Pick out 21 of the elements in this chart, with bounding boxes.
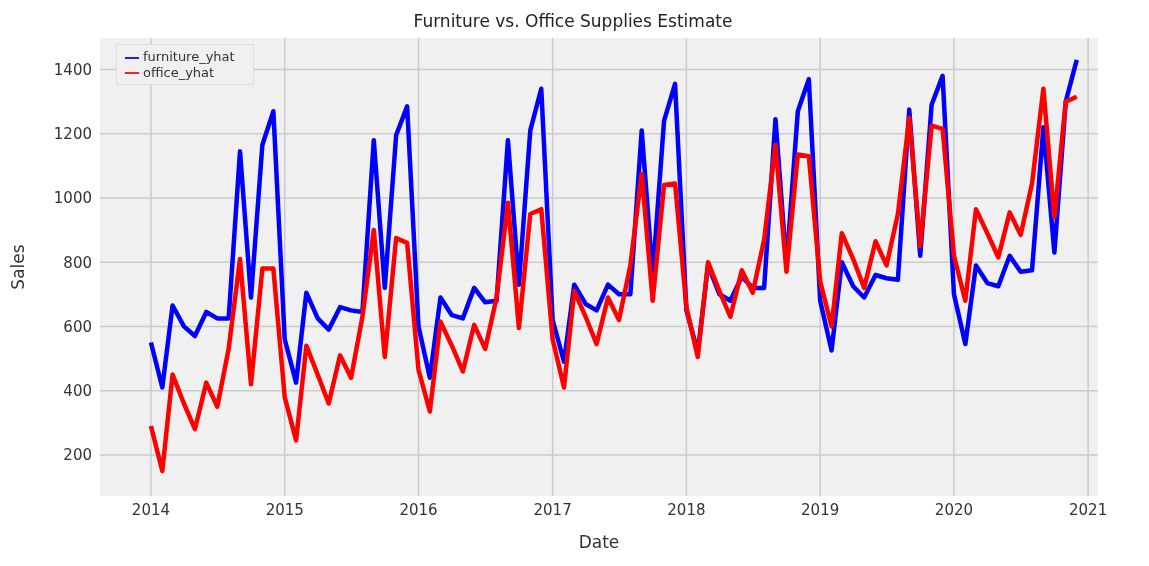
line-series [148,86,1079,474]
legend-label: office_yhat [143,64,215,80]
y-tick-label: 200 [63,446,92,465]
x-tick-label: 2014 [131,500,171,519]
x-tick-label: 2015 [265,500,304,519]
x-tick-label: 2017 [533,500,572,519]
x-tick-label: 2018 [667,500,706,519]
x-tick-label: 2016 [399,500,438,519]
x-axis-title: Date [578,532,620,552]
legend-label: furniture_yhat [143,49,235,64]
x-tick-label: 2019 [801,500,840,519]
chart-title: Furniture vs. Office Supplies Estimate [412,10,734,33]
y-tick-label: 1200 [53,125,92,144]
y-tick-label: 400 [63,381,92,400]
y-tick-label: 600 [63,317,92,336]
x-tick-label: 2020 [934,500,974,519]
x-tick-label: 2021 [1069,500,1108,519]
y-tick-label: 800 [63,253,92,272]
y-axis-title: Sales [8,244,29,290]
y-tick-label: 1400 [53,60,92,79]
y-tick-label: 1000 [53,189,92,208]
